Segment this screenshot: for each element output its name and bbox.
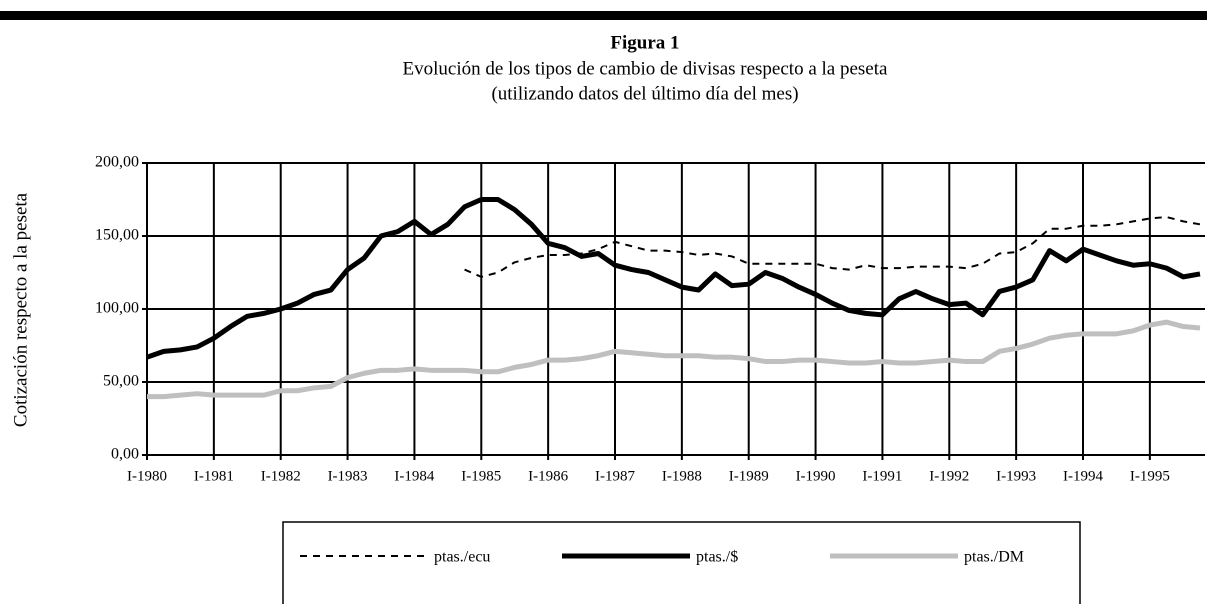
x-tick-label: I-1993 <box>996 468 1036 484</box>
x-tick-label: I-1991 <box>862 468 902 484</box>
y-axis-label: Cotización respecto a la peseta <box>10 192 31 427</box>
x-tick-label: I-1995 <box>1130 468 1170 484</box>
chart-subtitle: Evolución de los tipos de cambio de divi… <box>403 58 888 79</box>
y-tick-label: 150,00 <box>95 227 139 244</box>
x-tick-label: I-1982 <box>261 468 301 484</box>
y-tick-label: 200,00 <box>95 154 139 171</box>
legend-label: ptas./$ <box>696 549 738 566</box>
y-tick-label: 0,00 <box>111 446 139 463</box>
legend-label: ptas./DM <box>964 549 1024 566</box>
x-tick-label: I-1984 <box>394 468 434 484</box>
legend-box <box>282 521 1081 604</box>
x-tick-label: I-1987 <box>595 468 635 484</box>
y-tick-label: 50,00 <box>103 373 139 390</box>
series-line <box>146 197 1201 360</box>
x-tick-label: I-1983 <box>328 468 368 484</box>
x-tick-label: I-1994 <box>1063 468 1103 484</box>
chart-title: Figura 1 <box>610 32 679 53</box>
chart-subtitle: (utilizando datos del último día del mes… <box>491 83 798 104</box>
x-tick-label: I-1989 <box>729 468 769 484</box>
x-tick-label: I-1985 <box>461 468 501 484</box>
x-tick-label: I-1990 <box>796 468 836 484</box>
x-tick-label: I-1980 <box>127 468 167 484</box>
top-bar <box>0 11 1207 20</box>
series-line <box>147 319 1201 400</box>
legend-label: ptas./ecu <box>434 549 490 566</box>
y-tick-label: 100,00 <box>95 300 139 317</box>
series-line <box>464 216 1201 278</box>
x-tick-label: I-1988 <box>662 468 702 484</box>
x-tick-label: I-1986 <box>528 468 568 484</box>
x-tick-label: I-1992 <box>929 468 969 484</box>
x-tick-label: I-1981 <box>194 468 234 484</box>
